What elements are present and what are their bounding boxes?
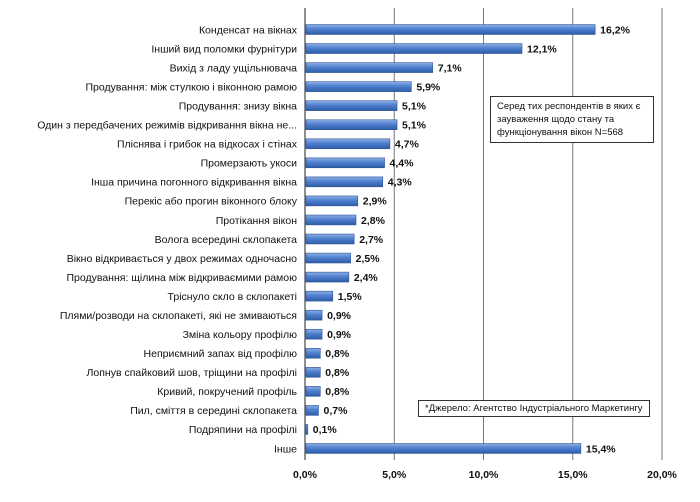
bar [305,367,321,378]
bar [305,405,319,416]
category-label: Лопнув спайковий шов, тріщини на профілі [87,367,297,379]
category-label: Вікно відкривається у двох режимах одноч… [67,253,297,265]
category-labels: Конденсат на вікнах Інший вид поломки фур… [37,24,298,455]
category-label: Тріснуло скло в склопакеті [168,291,297,303]
category-label: Протікання вікон [216,215,297,227]
category-label: Плями/розводи на склопакеті, які не змив… [60,310,297,322]
bar [305,81,412,92]
bar [305,386,321,397]
category-label: Один з передбачених режимів відкривання … [37,120,297,132]
category-label: Пліснява і грибок на відкосах і стінах [117,139,298,151]
value-label: 0,8% [325,367,350,379]
value-label: 2,8% [361,215,386,227]
bars [305,24,596,454]
x-axis-ticks: 0,0% 5,0% 10,0% 15,0% 20,0% [293,469,678,481]
value-label: 7,1% [438,62,463,74]
value-label: 2,9% [363,196,388,208]
category-label: Інше [274,443,297,455]
x-tick-label: 10,0% [469,469,499,481]
category-label: Продування: між стулкою і віконною рамою [85,81,297,93]
bar [305,176,384,188]
category-label: Подряпини на профілі [189,424,297,436]
bar [305,157,385,169]
bar [305,24,596,35]
bar [305,214,357,226]
category-label: Пил, сміття в середині склопакета [130,405,297,417]
bar [305,348,321,359]
value-label: 1,5% [338,291,363,303]
category-label: Інша причина погонного відкривання вікна [91,177,297,189]
value-label: 4,3% [388,177,413,189]
category-label: Продування: знизу вікна [179,100,297,112]
value-labels: 16,2%12,1%7,1%5,9%5,1%5,1%4,7%4,4%4,3%2,… [313,24,631,455]
bar [305,271,350,283]
bar [305,100,398,111]
bar [305,195,359,207]
bar [305,233,355,245]
bar [305,328,323,340]
bar [305,119,398,130]
x-tick-label: 15,0% [558,469,588,481]
bar [305,309,323,321]
sample-note: Серед тих респондентів в яких є зауважен… [490,96,654,143]
category-label: Кривий, покручений профіль [157,386,297,398]
category-label: Перекіс або прогин віконного блоку [125,196,298,208]
x-tick-label: 20,0% [647,469,677,481]
bar [305,43,523,54]
category-label: Зміна кольору профілю [183,329,298,341]
value-label: 15,4% [586,443,616,455]
category-label: Неприємний запах від профілю [144,348,298,360]
category-label: Промерзають укоси [201,158,298,170]
value-label: 4,7% [395,139,420,151]
bar [305,424,309,435]
bar [305,138,391,150]
x-tick-label: 5,0% [382,469,407,481]
category-label: Інший вид поломки фурнітури [151,43,297,55]
value-label: 5,9% [416,81,441,93]
value-label: 4,4% [390,158,415,170]
category-label: Конденсат на вікнах [199,24,298,36]
category-label: Продування: щілина між відкриваємими рам… [67,272,298,284]
value-label: 5,1% [402,120,427,132]
value-label: 0,9% [327,310,352,322]
value-label: 16,2% [600,24,630,36]
value-label: 12,1% [527,43,557,55]
bar [305,252,351,264]
value-label: 0,8% [325,386,350,398]
bar [305,443,582,454]
category-label: Вихід з ладу ущільнювача [170,62,298,74]
value-label: 5,1% [402,100,427,112]
value-label: 0,8% [325,348,350,360]
category-label: Волога всередині склопакета [155,234,298,246]
bar [305,62,434,73]
bar [305,290,334,302]
value-label: 2,4% [354,272,379,284]
value-label: 2,7% [359,234,384,246]
value-label: 2,5% [356,253,381,265]
value-label: 0,1% [313,424,338,436]
x-tick-label: 0,0% [293,469,318,481]
value-label: 0,9% [327,329,352,341]
source-note: *Джерело: Агентство Індустріального Марк… [418,400,650,417]
value-label: 0,7% [323,405,348,417]
